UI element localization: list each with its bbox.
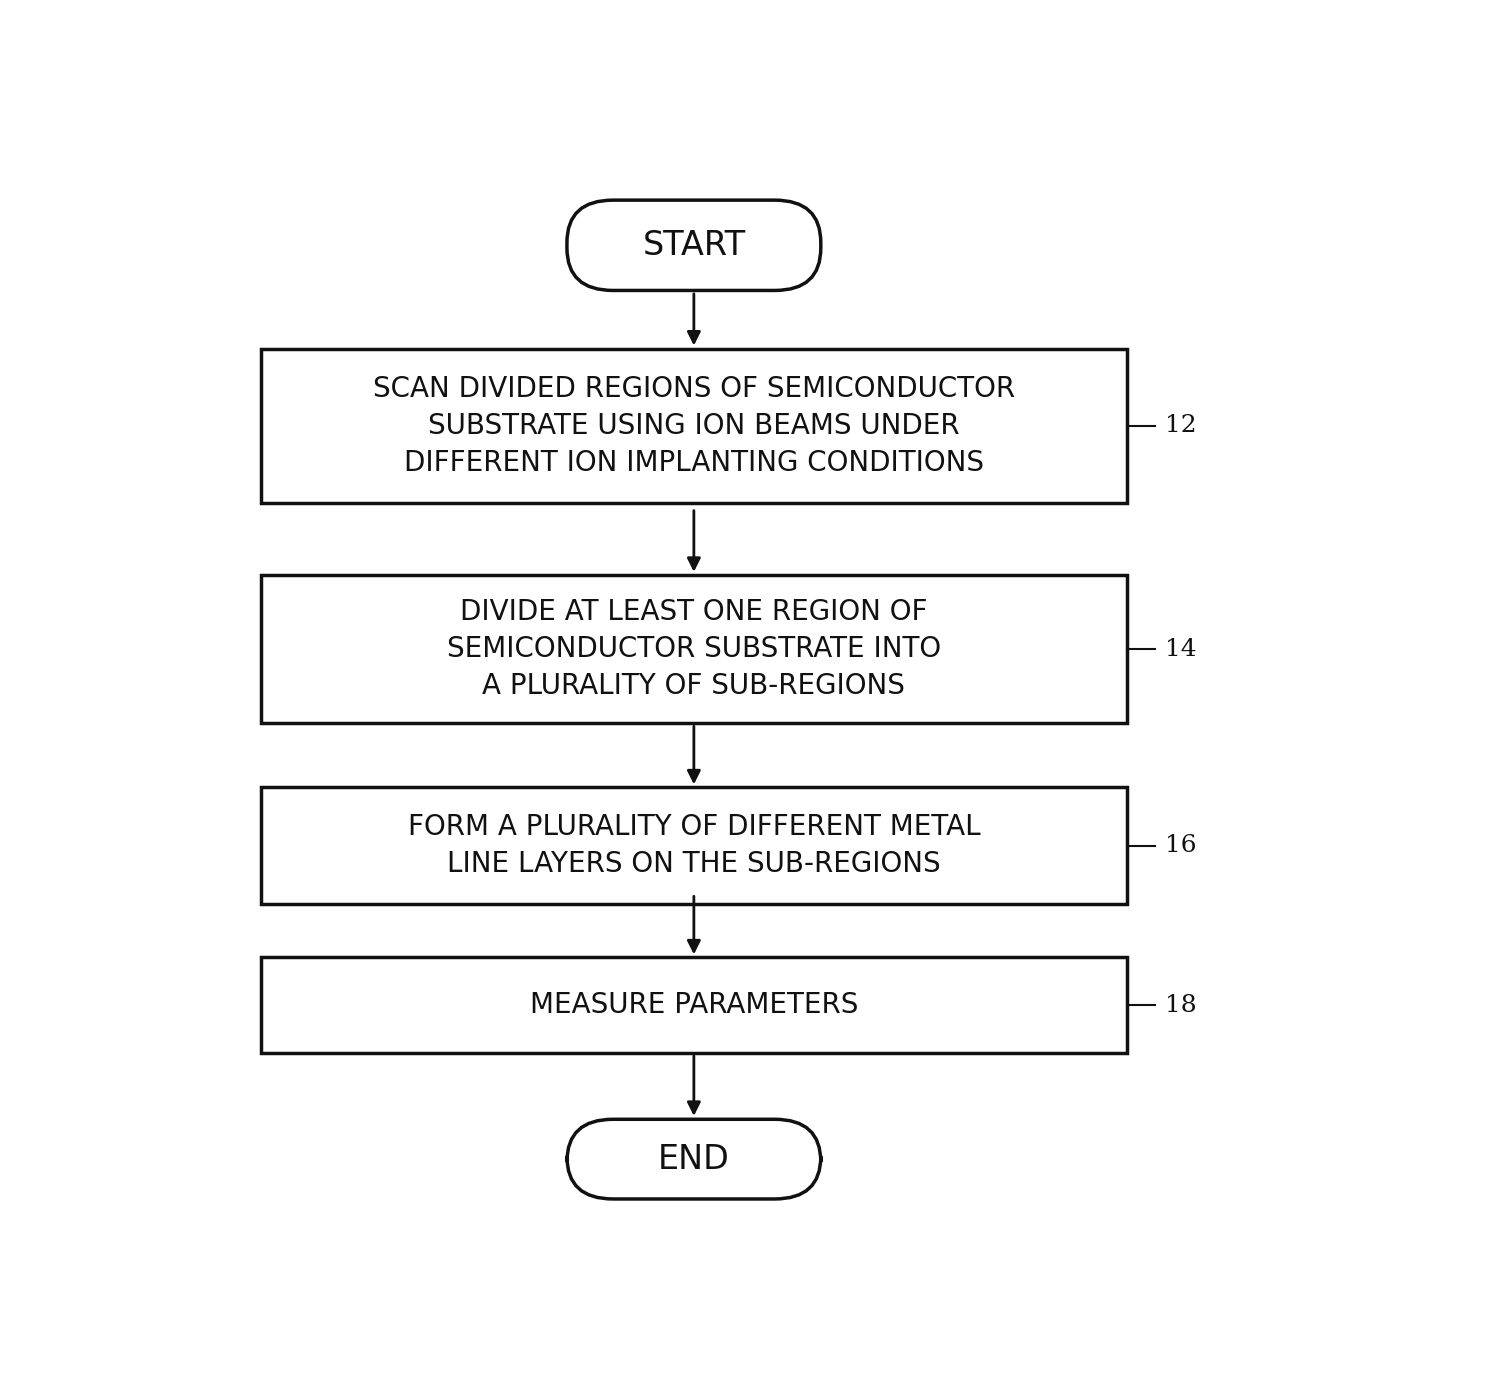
Text: MEASURE PARAMETERS: MEASURE PARAMETERS: [530, 991, 858, 1018]
Text: 14: 14: [1164, 638, 1196, 661]
Text: SCAN DIVIDED REGIONS OF SEMICONDUCTOR
SUBSTRATE USING ION BEAMS UNDER
DIFFERENT : SCAN DIVIDED REGIONS OF SEMICONDUCTOR SU…: [372, 375, 1015, 476]
Text: END: END: [658, 1143, 730, 1176]
Text: DIVIDE AT LEAST ONE REGION OF
SEMICONDUCTOR SUBSTRATE INTO
A PLURALITY OF SUB-RE: DIVIDE AT LEAST ONE REGION OF SEMICONDUC…: [447, 599, 941, 700]
Text: 18: 18: [1164, 994, 1196, 1017]
FancyBboxPatch shape: [567, 1119, 820, 1199]
FancyBboxPatch shape: [567, 200, 820, 290]
Bar: [261, 958, 1127, 1053]
Text: 16: 16: [1164, 834, 1196, 857]
Bar: [261, 787, 1127, 904]
Text: 12: 12: [1164, 414, 1196, 437]
Bar: [261, 349, 1127, 502]
Text: FORM A PLURALITY OF DIFFERENT METAL
LINE LAYERS ON THE SUB-REGIONS: FORM A PLURALITY OF DIFFERENT METAL LINE…: [408, 813, 980, 878]
Bar: [261, 574, 1127, 723]
Text: START: START: [642, 229, 746, 262]
